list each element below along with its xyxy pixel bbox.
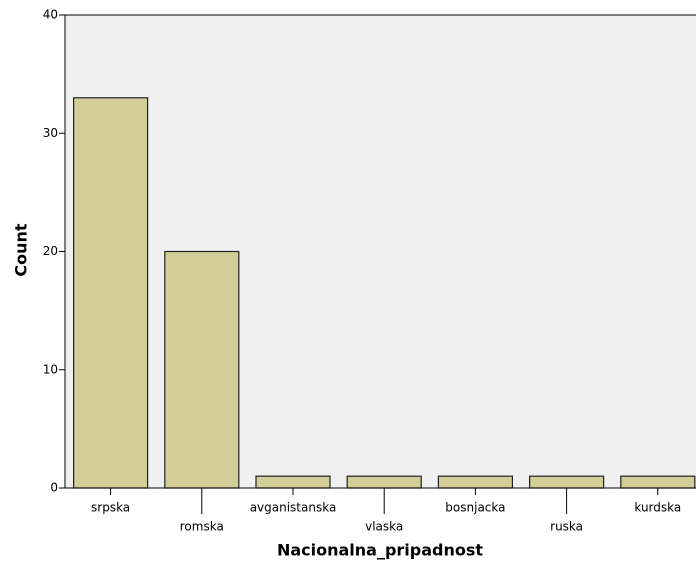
bar [346,475,422,489]
bar [72,97,149,489]
y-tick-label: 40 [43,8,58,22]
x-tick-label: vlaska [365,520,403,534]
y-tick-label: 10 [43,362,58,376]
plot-area [64,14,696,489]
y-tick-label: 30 [43,126,58,140]
y-tick-label: 0 [50,481,58,495]
bar [164,250,240,489]
bar [620,475,696,489]
bar [437,475,513,489]
y-axis-title: Count [12,223,31,277]
x-tick-label: ruska [550,520,583,534]
x-tick-label: bosnjacka [445,501,505,515]
bar [255,475,331,489]
x-tick-label: romska [180,520,224,534]
x-tick-label: avganistanska [250,501,337,515]
y-tick-label: 20 [43,244,58,258]
bar [528,475,605,489]
x-tick-label: kurdska [634,501,681,515]
x-axis-title: Nacionalna_pripadnost [277,541,483,560]
x-tick-label: srpska [91,501,130,515]
